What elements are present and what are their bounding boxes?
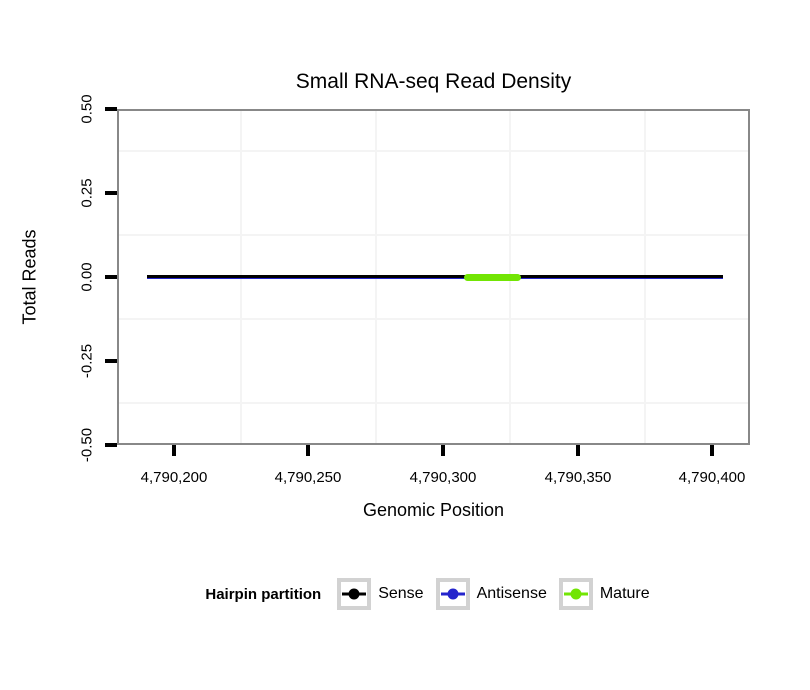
- x-tick-label: 4,790,300: [409, 469, 477, 486]
- x-tick-mark: [441, 445, 445, 456]
- x-tick-label: 4,790,200: [140, 469, 208, 486]
- y-tick-mark: [105, 191, 117, 195]
- plot-panel: [117, 109, 750, 445]
- legend-key-dot-icon: [348, 588, 360, 600]
- minor-gridline-horizontal: [119, 234, 748, 236]
- chart-title: Small RNA-seq Read Density: [295, 70, 572, 93]
- x-tick-label: 4,790,400: [678, 469, 746, 486]
- y-tick-mark: [105, 275, 117, 279]
- legend-item-antisense: Antisense: [435, 578, 547, 610]
- minor-gridline-horizontal: [119, 402, 748, 404]
- y-tick-label: 0.25: [78, 178, 96, 208]
- y-tick-label: 0.50: [78, 94, 96, 124]
- legend-label: Sense: [378, 585, 424, 602]
- x-tick-label: 4,790,350: [544, 469, 612, 486]
- x-tick-label: 4,790,250: [274, 469, 342, 486]
- legend-item-mature: Mature: [558, 578, 650, 610]
- legend-title: Hairpin partition: [205, 585, 322, 603]
- legend-key-sense: [337, 578, 372, 610]
- series-line-sense: [147, 275, 723, 278]
- x-tick-mark: [710, 445, 714, 456]
- y-tick-label: -0.50: [78, 427, 96, 463]
- legend-label: Antisense: [476, 585, 547, 602]
- y-tick-mark: [105, 443, 117, 447]
- legend-items: Sense Antisense Mature: [337, 578, 661, 610]
- y-tick-mark: [105, 359, 117, 363]
- x-tick-mark: [306, 445, 310, 456]
- y-tick-label: 0.00: [78, 262, 96, 292]
- series-line-mature: [464, 274, 521, 281]
- x-tick-mark: [172, 445, 176, 456]
- minor-gridline-horizontal: [119, 150, 748, 152]
- legend-label: Mature: [599, 585, 650, 602]
- minor-gridline-horizontal: [119, 318, 748, 320]
- legend-key-mature: [558, 578, 593, 610]
- x-tick-mark: [576, 445, 580, 456]
- legend-key-antisense: [435, 578, 470, 610]
- y-axis-title: Total Reads: [19, 229, 40, 325]
- y-tick-label: -0.25: [78, 343, 96, 379]
- legend-item-sense: Sense: [337, 578, 424, 610]
- legend: Hairpin partition Sense Antisense Mature: [117, 578, 750, 610]
- y-tick-mark: [105, 107, 117, 111]
- x-axis-title: Genomic Position: [362, 500, 505, 520]
- legend-key-dot-icon: [447, 588, 459, 600]
- legend-key-dot-icon: [570, 588, 582, 600]
